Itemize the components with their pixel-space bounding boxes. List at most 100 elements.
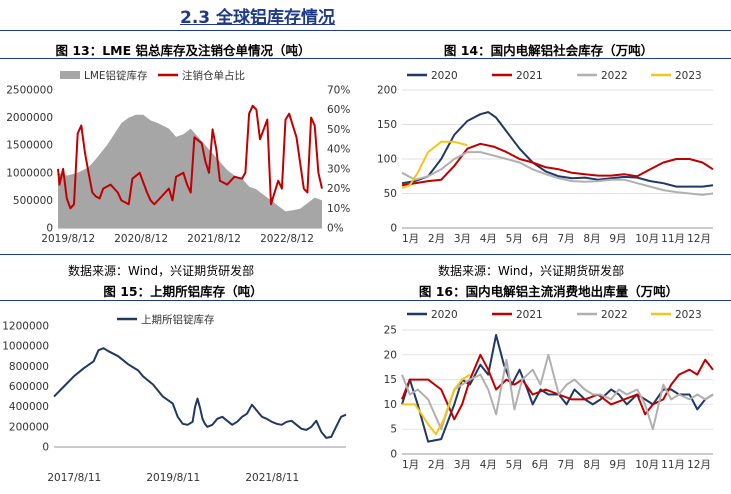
x-tick-label: 8月 — [583, 459, 600, 471]
x-tick-label: 6月 — [532, 233, 549, 245]
legend-swatch — [60, 71, 80, 79]
figure-14-title: 图 14：国内电解铝社会库存（万吨） — [443, 43, 654, 58]
y-tick-label: 20 — [384, 349, 397, 361]
series-area-LME铝锭库存 — [58, 114, 322, 228]
y-tick-label: 200 — [377, 85, 397, 97]
x-tick-label: 11月 — [661, 459, 685, 471]
y-tick-label: 15 — [384, 374, 397, 386]
legend-label: 2020 — [431, 70, 458, 82]
series-line-2021 — [401, 353, 714, 421]
x-tick-label: 2019/8/11 — [146, 472, 200, 484]
x-tick-label: 3月 — [454, 459, 471, 471]
y-tick-label: 500000 — [13, 195, 53, 207]
y-tick-label: 2500000 — [6, 85, 53, 97]
x-tick-label: 2022/8/12 — [260, 233, 314, 245]
x-tick-label: 2月 — [428, 233, 445, 245]
y-right-tick-label: 40% — [327, 144, 350, 156]
figure-13-source: 数据来源：Wind，兴证期货研发部 — [68, 264, 255, 278]
series-line-注销仓单占比 — [57, 104, 323, 210]
y-tick-label: 25 — [384, 325, 397, 337]
legend-label: 2022 — [601, 309, 628, 321]
section-divider — [0, 30, 731, 31]
y-tick-label: 1200000 — [2, 321, 49, 333]
series-line-2022 — [401, 151, 714, 196]
y-tick-label: 1500000 — [6, 140, 53, 152]
y-tick-label: 50 — [384, 188, 397, 200]
x-tick-label: 1月 — [402, 459, 419, 471]
y-tick-label: 400000 — [9, 401, 49, 413]
figure-13-title: 图 13：LME 铝总库存及注销仓单情况（吨） — [55, 43, 311, 58]
y-tick-label: 100 — [377, 154, 397, 166]
figure-14-chart: 0 50 100 150 200 1月 2月 3月 4月 5月 6月 7月 8月 9月 10月 11月 12月 2… — [377, 70, 714, 245]
y-tick-label: 150 — [377, 119, 397, 131]
y-tick-label: 0 — [46, 223, 53, 235]
y-tick-label: 2000000 — [6, 112, 53, 124]
series-line-2020 — [401, 111, 714, 188]
x-tick-label: 2月 — [428, 459, 445, 471]
x-tick-label: 1月 — [402, 233, 419, 245]
x-tick-label: 11月 — [661, 233, 685, 245]
series-line-2023 — [401, 140, 468, 189]
y-right-tick-label: 60% — [327, 104, 350, 116]
figure-14-source: 数据来源：Wind，兴证期货研发部 — [438, 264, 625, 278]
legend-label: 2023 — [675, 309, 702, 321]
x-tick-label: 12月 — [687, 233, 711, 245]
y-tick-label: 0 — [390, 449, 397, 461]
y-tick-label: 800000 — [9, 361, 49, 373]
y-tick-label: 1000000 — [6, 167, 53, 179]
x-tick-label: 10月 — [635, 233, 659, 245]
x-tick-label: 9月 — [609, 459, 626, 471]
x-tick-label: 4月 — [480, 233, 497, 245]
x-tick-label: 10月 — [635, 459, 659, 471]
series-line-2022 — [401, 353, 714, 431]
figure-row2-divider — [0, 300, 731, 301]
figure-15-title: 图 15：上期所铝库存（吨） — [103, 284, 263, 299]
x-tick-label: 2020/8/12 — [114, 233, 168, 245]
y-right-tick-label: 0% — [327, 223, 344, 235]
y-right-tick-label: 50% — [327, 124, 350, 136]
x-tick-label: 6月 — [532, 459, 549, 471]
y-right-tick-label: 30% — [327, 163, 350, 175]
y-tick-label: 0 — [390, 223, 397, 235]
x-tick-label: 9月 — [609, 233, 626, 245]
x-tick-label: 8月 — [583, 233, 600, 245]
series-line-2021 — [401, 142, 714, 187]
figure-16-title: 图 16：国内电解铝主流消费地出库量（万吨） — [418, 284, 679, 299]
y-tick-label: 0 — [42, 442, 49, 454]
y-right-tick-label: 10% — [327, 203, 350, 215]
y-tick-label: 200000 — [9, 421, 49, 433]
legend-label: 2022 — [601, 70, 628, 82]
y-tick-label: 10 — [384, 399, 397, 411]
figure-13-chart: 0 500000 1000000 1500000 2000000 2500000 0% 10%… — [6, 69, 350, 245]
x-tick-label: 12月 — [687, 459, 711, 471]
x-tick-label: 5月 — [506, 233, 523, 245]
x-tick-label: 4月 — [480, 459, 497, 471]
x-tick-label: 3月 — [454, 233, 471, 245]
legend-label: 2020 — [431, 309, 458, 321]
x-tick-label: 5月 — [506, 459, 523, 471]
series-line-2023 — [402, 373, 471, 436]
legend-label: 上期所铝锭库存 — [141, 313, 215, 326]
y-tick-label: 600000 — [9, 381, 49, 393]
figure-row1-bottom-divider — [0, 254, 731, 255]
y-tick-label: 5 — [390, 424, 397, 436]
x-tick-label: 2017/8/11 — [47, 472, 101, 484]
legend-label: LME铝锭库存 — [84, 69, 148, 82]
x-tick-label: 2021/8/11 — [245, 472, 299, 484]
x-tick-label: 7月 — [558, 459, 575, 471]
figure-16-chart: 0 5 10 15 20 25 1月 2月 3月 4月 5月 6月 7月 8月 9月 10月 11月 12月 202… — [384, 309, 714, 471]
x-tick-label: 2021/8/12 — [187, 233, 241, 245]
x-tick-label: 7月 — [558, 233, 575, 245]
section-title: 2.3 全球铝库存情况 — [180, 8, 336, 28]
legend-label: 注销仓单占比 — [182, 69, 245, 82]
y-right-tick-label: 20% — [327, 183, 350, 195]
series-line-上期所铝锭库存 — [53, 347, 347, 439]
legend-label: 2023 — [675, 70, 702, 82]
figure-row1-divider — [0, 58, 731, 59]
x-tick-label: 2019/8/12 — [41, 233, 95, 245]
legend-label: 2021 — [516, 309, 543, 321]
figure-15-chart: 0 200000 400000 600000 800000 1000000 1200000 2… — [2, 313, 347, 484]
y-right-tick-label: 70% — [327, 85, 350, 97]
y-tick-label: 1000000 — [2, 341, 49, 353]
legend-label: 2021 — [516, 70, 543, 82]
